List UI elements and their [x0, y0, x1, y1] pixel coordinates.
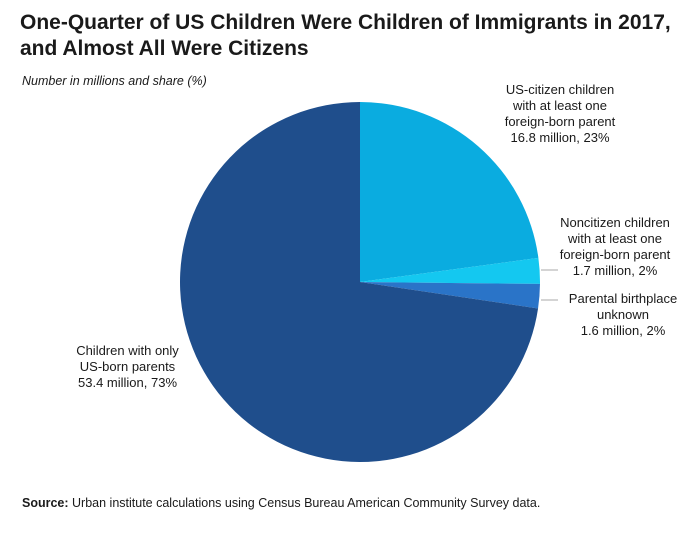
- label-noncitizen-line-1: Noncitizen children: [560, 215, 670, 230]
- slice-us-born: [180, 102, 539, 462]
- chart-title: One-Quarter of US Children Were Children…: [20, 11, 671, 60]
- label-noncitizen-line-2: with at least one: [568, 231, 662, 246]
- label-us-born-value: 53.4 million, 73%: [78, 375, 177, 390]
- label-unknown-line-2: unknown: [596, 307, 650, 322]
- label-noncitizen-value: 1.7 million, 2%: [572, 263, 658, 278]
- label-noncitizen: Noncitizen children with at least one fo…: [540, 215, 690, 279]
- label-us-citizen-line-3: foreign-born parent: [504, 114, 616, 129]
- slice-noncitizen: [360, 257, 541, 284]
- label-us-born-line-2: US-born parents: [79, 359, 176, 374]
- label-us-citizen-line-2: with at least one: [513, 98, 607, 113]
- label-unknown-value: 1.6 million, 2%: [580, 323, 666, 338]
- slice-unknown: [360, 282, 540, 309]
- label-noncitizen-line-3: foreign-born parent: [559, 247, 671, 262]
- label-us-citizen: US-citizen children with at least one fo…: [455, 82, 665, 146]
- source-text: Urban institute calculations using Censu…: [68, 496, 541, 510]
- slice-us-citizen: [360, 102, 539, 282]
- label-unknown: Parental birthplace unknown 1.6 million,…: [548, 291, 698, 339]
- label-us-citizen-value: 16.8 million, 23%: [510, 130, 610, 145]
- label-unknown-line-1: Parental birthplace: [568, 291, 678, 306]
- source-note: Source: Urban institute calculations usi…: [22, 496, 540, 510]
- label-us-born: Children with only US-born parents 53.4 …: [60, 343, 195, 391]
- label-us-born-line-1: Children with only: [76, 343, 179, 358]
- source-label: Source:: [22, 496, 69, 510]
- chart-subtitle: Number in millions and share (%): [22, 74, 207, 88]
- label-us-citizen-line-1: US-citizen children: [505, 82, 615, 97]
